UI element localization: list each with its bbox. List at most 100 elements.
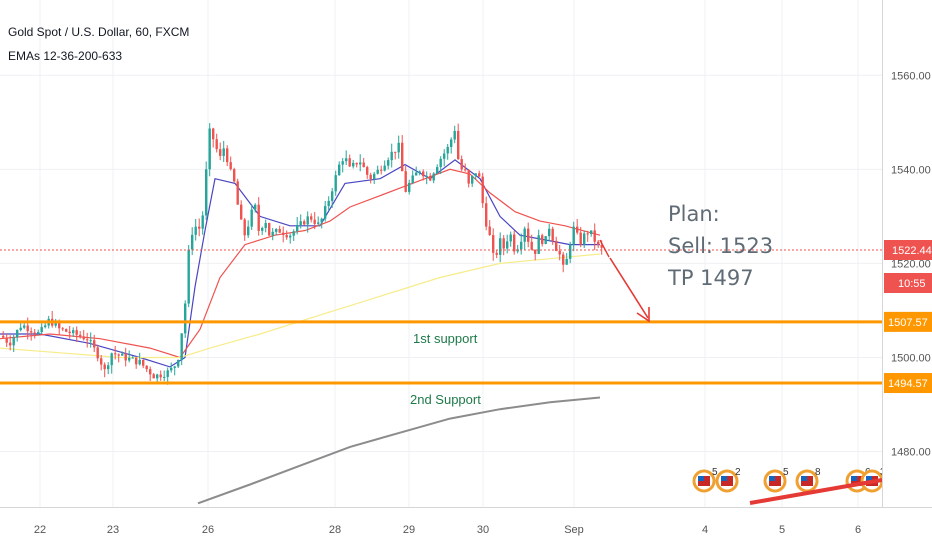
- price-axis[interactable]: 1560.00 1540.00 1520.00 1500.00 1480.00: [891, 70, 931, 458]
- candlestick: [369, 172, 372, 184]
- candlestick: [471, 175, 474, 187]
- candlestick: [481, 172, 484, 208]
- candle-body: [338, 164, 341, 176]
- x-tick-label: 5: [779, 524, 785, 536]
- candle-body: [68, 331, 71, 334]
- time-axis-background: [0, 508, 932, 550]
- plan-sell: Sell: 1523: [668, 234, 773, 258]
- candle-body: [495, 252, 498, 255]
- plan-title: Plan:: [668, 202, 720, 226]
- candlestick: [397, 135, 400, 159]
- candlestick: [177, 359, 180, 369]
- economic-events[interactable]: 5258632: [692, 467, 892, 493]
- candlestick: [446, 143, 449, 160]
- candle-body: [355, 162, 358, 165]
- candlestick: [380, 165, 383, 175]
- candlestick: [324, 200, 327, 222]
- candlestick: [516, 244, 519, 254]
- candle-body: [285, 235, 288, 238]
- candlestick: [537, 229, 540, 254]
- candle-body: [331, 191, 334, 201]
- candle-body: [439, 158, 442, 168]
- candle-body: [411, 175, 414, 183]
- candlestick: [474, 173, 477, 180]
- candlestick: [268, 222, 271, 237]
- candlestick: [390, 143, 393, 168]
- event-count-label: 2: [735, 467, 741, 478]
- candle-body: [418, 171, 421, 173]
- candlestick: [124, 347, 127, 367]
- candle-body: [341, 161, 344, 165]
- event-badge[interactable]: 5: [763, 467, 789, 493]
- candlestick: [135, 357, 138, 369]
- candlestick: [138, 352, 141, 366]
- candlestick: [170, 362, 173, 373]
- candlesticks: [2, 123, 603, 385]
- candlestick: [110, 352, 113, 374]
- candlestick: [520, 233, 523, 255]
- candle-body: [520, 241, 523, 250]
- candle-body: [544, 236, 547, 244]
- candle-body: [170, 367, 173, 371]
- candlestick: [201, 211, 204, 235]
- candle-body: [86, 339, 89, 341]
- candle-body: [537, 235, 540, 254]
- support-2-label: 2nd Support: [410, 392, 481, 407]
- event-badge[interactable]: 8: [795, 467, 821, 493]
- candle-body: [128, 357, 131, 361]
- candlestick: [37, 329, 40, 336]
- candle-body: [261, 227, 264, 231]
- candle-body: [212, 128, 215, 140]
- candlestick: [103, 362, 106, 378]
- candlestick: [495, 250, 498, 259]
- candle-body: [369, 174, 372, 180]
- candlestick: [12, 334, 15, 352]
- level-tag-label: 1494.57: [888, 378, 928, 390]
- candle-body: [296, 224, 299, 232]
- candle-body: [387, 160, 390, 166]
- plan-tp: TP 1497: [667, 266, 754, 290]
- candle-body: [191, 234, 194, 250]
- candle-body: [103, 364, 106, 370]
- x-tick-label: 4: [702, 524, 708, 536]
- candlestick: [68, 325, 71, 339]
- candlestick: [247, 220, 250, 238]
- candle-body: [177, 360, 180, 367]
- candle-body: [100, 358, 103, 365]
- symbol-title: Gold Spot / U.S. Dollar, 60, FXCM: [8, 25, 190, 39]
- candlestick: [387, 157, 390, 170]
- chart-legend: Gold Spot / U.S. Dollar, 60, FXCM EMAs 1…: [8, 20, 189, 68]
- candlestick: [345, 150, 348, 166]
- plan-annotation: Plan: Sell: 1523 TP 1497: [667, 202, 773, 290]
- candle-body: [5, 337, 8, 343]
- x-tick-label: 23: [107, 524, 119, 536]
- candlestick: [261, 226, 264, 235]
- candlestick: [590, 230, 593, 237]
- y-tick-label: 1520.00: [891, 258, 931, 270]
- candlestick: [320, 217, 323, 229]
- x-tick-label: 6: [855, 524, 861, 536]
- candle-body: [124, 353, 127, 361]
- candlestick: [467, 169, 470, 188]
- candlestick: [222, 140, 225, 163]
- candle-body: [247, 226, 250, 236]
- time-axis[interactable]: 22 23 26 28 29 30 Sep 4 5 6: [34, 524, 861, 536]
- candlestick: [586, 230, 589, 242]
- candle-body: [54, 322, 57, 326]
- candlestick: [576, 219, 579, 235]
- candle-body: [205, 169, 208, 216]
- candle-body: [145, 365, 148, 370]
- candle-body: [373, 173, 376, 180]
- event-badge[interactable]: 5: [692, 467, 718, 493]
- ema-lines: [0, 159, 601, 505]
- candle-body: [2, 335, 5, 338]
- y-tick-label: 1540.00: [891, 164, 931, 176]
- candle-body: [138, 359, 141, 365]
- flag-canton: [769, 476, 775, 481]
- candlestick: [131, 356, 134, 359]
- candlestick: [184, 300, 187, 338]
- candle-body: [12, 337, 15, 346]
- candlestick: [254, 203, 257, 213]
- event-badge[interactable]: 2: [715, 467, 741, 493]
